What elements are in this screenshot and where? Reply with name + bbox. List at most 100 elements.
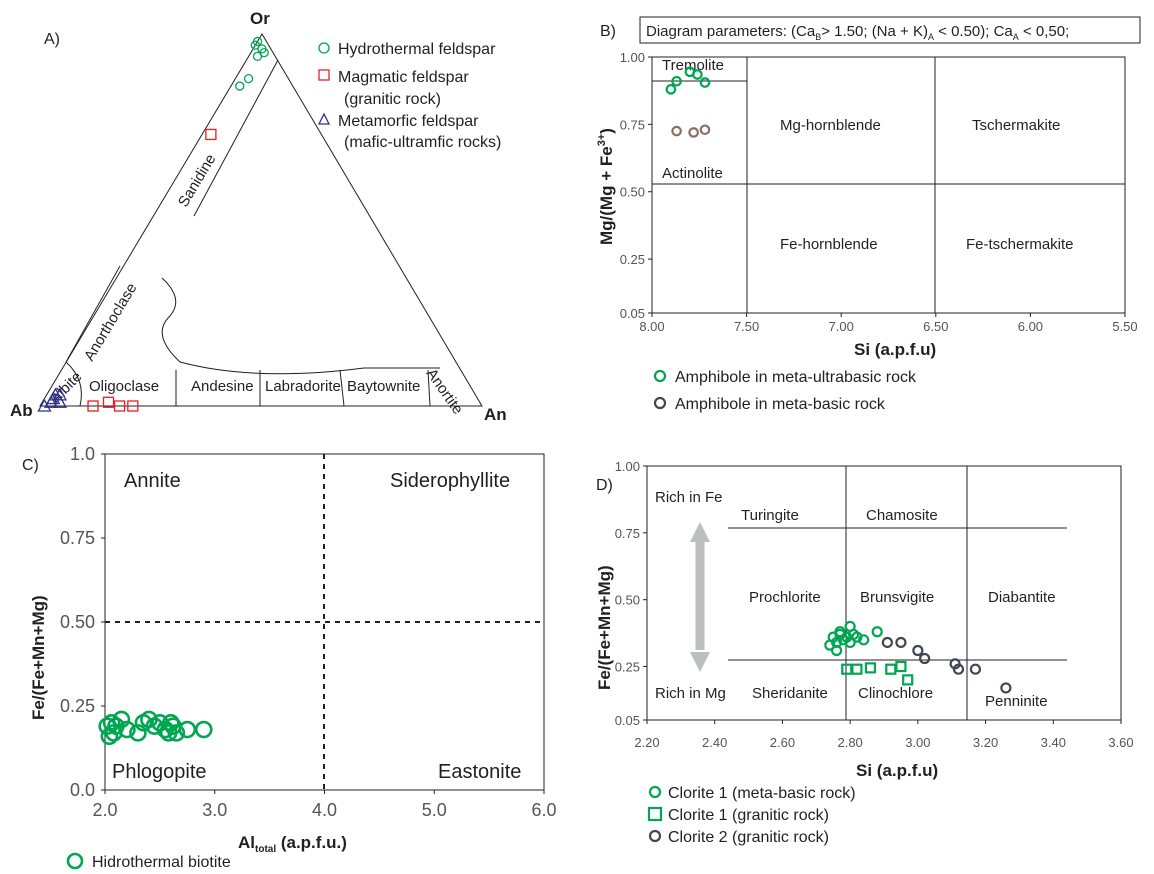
legend-d-label-3: Clorite 2 (granitic rock) [668,829,829,846]
b-series-0-point-0 [665,84,677,95]
axis-ticks-d: 2.20 2.40 2.60 2.80 3.00 3.20 3.40 3.60 1.00 0.75… [615,459,1134,750]
y-tick-label: 1.00 [615,459,640,474]
hydrothermal-feldspar-point-4 [252,51,263,61]
x-tick-label: 7.50 [734,319,759,334]
y-axis-title-c: Fe/(Fe+Mn+Mg) [29,595,48,720]
field-turingite: Turingite [741,507,799,524]
legend-c-label: Hidrothermal biotite [92,854,231,871]
d-series-2-point-1 [895,636,907,649]
d-series-0-point-10 [858,634,870,646]
annotation-rich-in-fe: Rich in Fe [655,489,723,506]
d-series-2-point-5 [952,663,965,675]
y-tick-label: 0.05 [620,306,645,321]
d-series-2-point-3 [919,652,931,665]
legend-a-square-marker [318,69,330,81]
c-series-0-point-5 [112,710,131,729]
metamorfic-feldspar-point-5 [52,394,67,408]
legend-a-circle-marker [318,42,330,54]
legend-b: Amphibole in meta-ultrabasic rock Amphib… [653,369,917,413]
panel-b: B) Diagram parameters: (CaB> 1.50; (Na +… [596,16,1141,413]
apex-ab-label: Ab [10,401,33,420]
legend-a-metamorfic-sub: (mafic-ultramfic rocks) [344,134,501,151]
hydrothermal-feldspar-point-5 [243,73,254,84]
x-tick-label: 2.60 [770,735,795,750]
y-tick-label: 0.50 [60,612,95,632]
x-tick-label: 8.00 [639,319,664,334]
apex-or-label: Or [250,9,270,28]
x-axis-title-c: Altotal (a.p.f.u.) [238,833,347,855]
axis-ticks-b: 8.00 7.50 7.00 6.50 6.00 5.50 1.00 0.75 0.50 0.25… [620,50,1138,334]
field-actinolite: Actinolite [662,165,723,182]
x-tick-label: 2.80 [837,735,862,750]
x-tick-label: 5.50 [1112,319,1137,334]
x-tick-label: 3.20 [973,735,998,750]
d-series-0-point-11 [830,644,843,657]
panel-a-label: A) [44,31,60,48]
legend-a: Hydrothermal feldspar Magmatic feldspar … [317,41,501,151]
field-fe-tschermakite: Fe-tschermakite [966,236,1074,253]
panel-c: C) 2.0 3.0 4.0 5.0 6.0 1.0 0.75 0.50 0.25 0.0 Ann… [22,444,557,871]
x-tick-label: 7.00 [829,319,854,334]
field-fe-hornblende: Fe-hornblende [780,236,878,253]
b-series-0-point-3 [692,69,703,80]
c-series-0-point-6 [118,720,136,739]
x-axis-title-b: Si (a.p.f.u) [854,340,936,359]
y-axis-title-d: Fe/(Fe+Mn+Mg) [595,565,614,690]
x-tick-label: 2.40 [702,735,727,750]
legend-d-marker-3 [648,829,662,843]
x-tick-label: 6.0 [531,800,556,820]
x-tick-label: 3.00 [905,735,930,750]
panel-c-label: C) [22,457,39,474]
d-series-2-point-6 [969,663,982,675]
hydrothermal-feldspar-point-3 [252,36,263,47]
metamorfic-feldspar-point-4 [52,387,68,401]
data-points-d [824,620,1012,694]
y-tick-label: 0.50 [615,593,640,608]
y-axis-title-b: Mg/(Mg + Fe3+) [596,128,616,245]
legend-c-marker [66,852,84,870]
field-eastonite: Eastonite [438,761,521,783]
x-tick-label: 4.0 [312,800,337,820]
legend-a-magmatic: Magmatic feldspar [338,69,469,86]
d-series-1-point-1 [851,663,863,675]
d-series-2-point-7 [1000,682,1012,694]
legend-b-label-1: Amphibole in meta-ultrabasic rock [675,369,917,386]
d-series-1-point-2 [864,662,877,674]
field-andesine: Andesine [191,378,254,395]
plot-frame-d [646,465,1122,721]
field-boundary-baytownite [339,369,345,407]
field-penninite: Penninite [985,693,1048,710]
legend-d-label-1: Clorite 1 (meta-basic rock) [668,785,856,802]
x-tick-label: 3.40 [1041,735,1066,750]
legend-a-metamorfic: Metamorfic feldspar [338,113,479,130]
d-series-1-point-0 [841,663,853,675]
field-boundary-anortite [427,369,431,407]
y-tick-label: 0.75 [60,528,95,548]
d-series-2-point-0 [881,636,893,649]
y-tick-label: 1.00 [620,50,645,65]
ternary-triangle [39,33,483,407]
field-brunsvigite: Brunsvigite [860,589,934,606]
d-series-1-point-3 [885,663,897,675]
x-tick-label: 6.50 [923,319,948,334]
d-series-0-point-12 [834,626,846,638]
y-tick-label: 0.25 [615,660,640,675]
field-albite: Albite [47,368,86,407]
x-tick-label: 6.00 [1018,319,1043,334]
fe-mg-double-arrow [690,522,710,672]
b-series-0-point-4 [699,77,711,88]
d-series-1-point-4 [895,660,907,673]
field-prochlorite: Prochlorite [749,589,821,606]
magmatic-feldspar-point-2 [102,396,115,408]
field-annite: Annite [124,470,181,492]
field-boundary-solvus [161,277,440,375]
y-tick-label: 0.75 [620,117,645,132]
c-series-0-point-17 [178,720,197,739]
field-boundary-anorthoclase [65,265,121,363]
panel-a: A) Or Ab An Sanidine Anorthoclase Albite… [10,9,507,424]
x-tick-label: 5.0 [422,800,447,820]
field-sheridanite: Sheridanite [752,685,828,702]
field-boundary-albite [65,361,82,407]
parameters-box [639,16,1141,44]
